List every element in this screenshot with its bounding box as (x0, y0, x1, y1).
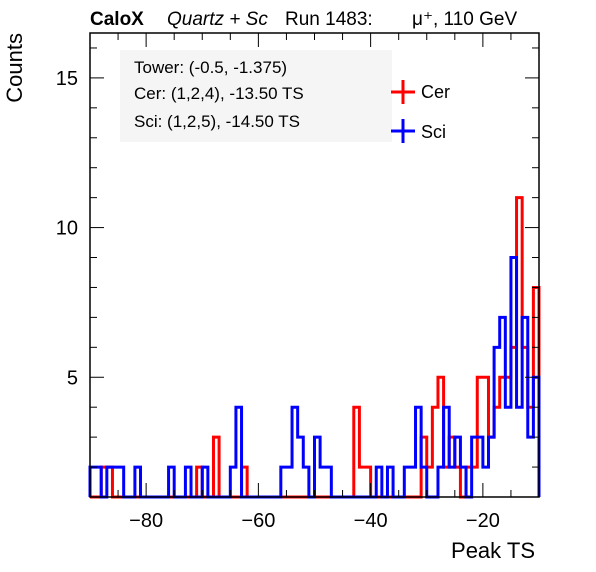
info-box (120, 50, 392, 142)
header-run: Run 1483: (285, 9, 373, 30)
y-tick-label: 5 (67, 367, 78, 389)
tick-layer: −80 −60 −40 −20 5 10 15 (56, 33, 540, 532)
x-axis-title: Peak TS (451, 538, 535, 563)
y-axis-title: Counts (2, 33, 27, 103)
legend-sci-label: Sci (421, 122, 446, 142)
y-tick-label: 15 (56, 68, 78, 90)
y-tick-label: 10 (56, 218, 78, 240)
x-tick-label: −60 (241, 510, 275, 532)
histogram-line-sci (88, 256, 541, 499)
series-sci (88, 256, 541, 499)
header-beam: μ⁺, 110 GeV (412, 9, 517, 30)
x-tick-label: −20 (466, 510, 500, 532)
x-tick-label: −40 (354, 510, 388, 532)
header-detector: Quartz + Sc (167, 9, 268, 30)
info-tower: Tower: (-0.5, -1.375) (134, 58, 287, 77)
legend-cer-label: Cer (421, 82, 450, 102)
header-brand: CaloX (90, 9, 144, 30)
legend: Cer Sci (391, 80, 450, 143)
info-sci: Sci: (1,2,5), -14.50 TS (134, 112, 300, 131)
x-tick-label: −80 (129, 510, 163, 532)
info-cer: Cer: (1,2,4), -13.50 TS (134, 84, 304, 103)
